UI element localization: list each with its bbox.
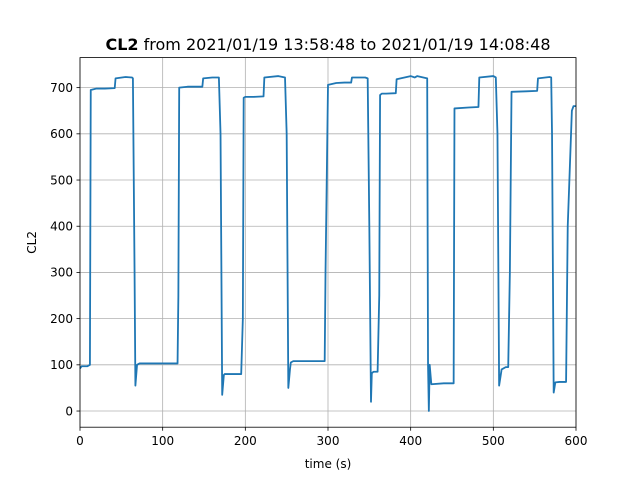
y-tick-label: 0 [65,404,73,418]
x-tick-label: 100 [151,434,174,448]
x-tick-label: 200 [234,434,257,448]
y-tick-label: 100 [50,358,73,372]
y-tick-label: 700 [50,81,73,95]
x-axis-label: time (s) [305,457,352,471]
x-tick-label: 400 [399,434,422,448]
series-line [79,75,576,412]
y-tick-label: 400 [50,220,73,234]
y-tick-label: 500 [50,173,73,187]
chart-title: CL2 from 2021/01/19 13:58:48 to 2021/01/… [105,35,550,54]
x-tick-label: 300 [317,434,340,448]
y-axis-label: CL2 [25,231,39,254]
y-axis-ticks: 0 100 200 300 400 500 600 700 [50,81,80,418]
y-tick-label: 300 [50,266,73,280]
y-tick-label: 600 [50,127,73,141]
data-series [79,75,576,412]
chart-title-bold: CL2 [105,35,138,54]
y-tick-label: 200 [50,312,73,326]
x-tick-label: 0 [76,434,84,448]
x-tick-label: 500 [482,434,505,448]
chart-title-rest: from 2021/01/19 13:58:48 to 2021/01/19 1… [139,35,551,54]
x-axis-ticks: 0 100 200 300 400 500 600 [76,427,587,448]
x-tick-label: 600 [565,434,588,448]
